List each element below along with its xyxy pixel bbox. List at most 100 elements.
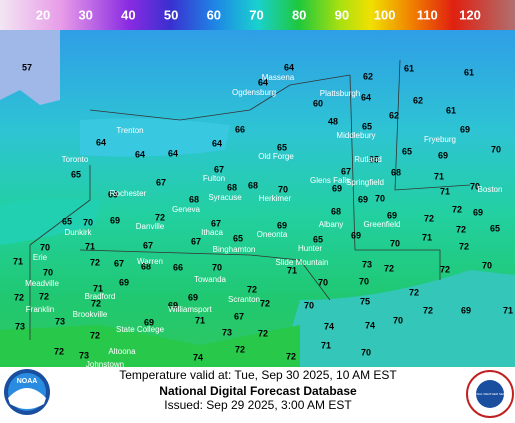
place-name: Johnstown	[86, 360, 124, 369]
scale-label: 80	[292, 7, 306, 22]
lake-ontario	[80, 118, 230, 157]
temperature: 67	[143, 240, 153, 250]
temperature: 69	[108, 189, 118, 199]
place-name: Syracuse	[208, 193, 242, 202]
temperature: 66	[235, 124, 245, 134]
temperature: 72	[39, 291, 49, 301]
temperature: 68	[227, 182, 237, 192]
place-name: Albany	[319, 220, 343, 229]
temperature: 74	[324, 321, 334, 331]
temperature: 72	[260, 298, 270, 308]
temperature: 62	[413, 95, 423, 105]
temperature: 69	[332, 183, 342, 193]
place-name: Danville	[136, 222, 165, 231]
place-name: Boston	[478, 185, 503, 194]
temperature: 65	[277, 142, 287, 152]
temperature: 65	[362, 121, 372, 131]
temperature: 57	[22, 62, 32, 72]
temperature: 70	[212, 262, 222, 272]
temperature: 69	[473, 207, 483, 217]
temperature: 68	[391, 167, 401, 177]
temperature: 72	[247, 284, 257, 294]
temperature: 72	[409, 287, 419, 297]
temperature: 70	[390, 238, 400, 248]
temperature: 71	[503, 305, 513, 315]
temperature: 72	[54, 346, 64, 356]
place-name: Glens Falls	[310, 176, 350, 185]
temperature: 70	[393, 315, 403, 325]
place-name: Meadville	[25, 279, 59, 288]
temperature: 70	[318, 277, 328, 287]
place-name: Towanda	[194, 275, 227, 284]
temperature: 65	[71, 169, 81, 179]
temperature: 72	[423, 305, 433, 315]
temperature: 69	[119, 277, 129, 287]
temperature: 65	[313, 234, 323, 244]
nws-text: NATIONAL WEATHER SERVICE	[468, 392, 512, 396]
place-name: Fryeburg	[424, 135, 456, 144]
place-name: Oneonta	[257, 230, 288, 239]
temperature: 64	[284, 62, 294, 72]
temperature: 67	[191, 236, 201, 246]
temperature: 61	[464, 67, 474, 77]
temperature: 61	[404, 63, 414, 73]
temperature: 65	[402, 146, 412, 156]
temperature: 72	[440, 264, 450, 274]
temperature: 64	[96, 137, 106, 147]
temperature: 65	[369, 154, 379, 164]
temperature: 73	[55, 316, 65, 326]
place-name: Warren	[137, 257, 163, 266]
place-name: Middlebury	[336, 131, 375, 140]
scale-label: 50	[164, 7, 178, 22]
noaa-text: NOAA	[17, 378, 38, 385]
temperature: 70	[482, 260, 492, 270]
temperature: 64	[168, 148, 178, 158]
temperature: 60	[313, 98, 323, 108]
temperature: 69	[461, 305, 471, 315]
temperature: 70	[470, 181, 480, 191]
place-name: Fulton	[203, 174, 225, 183]
temperature: 70	[278, 184, 288, 194]
temperature: 72	[286, 351, 296, 361]
temperature: 68	[189, 194, 199, 204]
temperature: 71	[440, 186, 450, 196]
temperature: 73	[79, 350, 89, 360]
place-name: Trenton	[116, 126, 143, 135]
temperature: 68	[141, 261, 151, 271]
place-name: Massena	[262, 73, 295, 82]
temperature: 67	[234, 311, 244, 321]
place-name: Springfield	[346, 178, 384, 187]
temperature: 72	[90, 330, 100, 340]
temperature: 70	[361, 347, 371, 357]
ocean	[280, 270, 515, 367]
temperature: 73	[15, 321, 25, 331]
place-name: Plattsburgh	[320, 89, 360, 98]
noaa-logo: NOAA	[4, 369, 50, 415]
temperature: 70	[375, 193, 385, 203]
scale-label: 110	[417, 7, 438, 22]
temperature: 72	[258, 328, 268, 338]
temperature: 62	[363, 71, 373, 81]
valid-time: Temperature valid at: Tue, Sep 30 2025, …	[119, 368, 397, 382]
temperature: 69	[168, 300, 178, 310]
scale-label: 100	[374, 7, 396, 22]
scale-label: 90	[335, 7, 349, 22]
nws-logo: NATIONAL WEATHER SERVICE	[466, 370, 514, 418]
temperature: 72	[14, 292, 24, 302]
scale-label: 120	[459, 7, 481, 22]
temperature: 72	[459, 241, 469, 251]
place-name: Geneva	[172, 205, 201, 214]
temperature: 69	[110, 215, 120, 225]
temperature: 65	[233, 233, 243, 243]
place-name: Toronto	[62, 155, 89, 164]
temperature: 72	[235, 344, 245, 354]
temperature: 67	[114, 258, 124, 268]
temperature: 67	[156, 177, 166, 187]
temperature: 71	[13, 256, 23, 266]
place-name: Ogdensburg	[232, 88, 276, 97]
temperature: 61	[446, 105, 456, 115]
place-name: Dunkirk	[64, 228, 92, 237]
place-name: Slide Mountain	[276, 258, 329, 267]
place-labels: Trenton Toronto Rochester Massena Ogdensburg…	[25, 73, 502, 369]
scale-label: 30	[78, 7, 92, 22]
